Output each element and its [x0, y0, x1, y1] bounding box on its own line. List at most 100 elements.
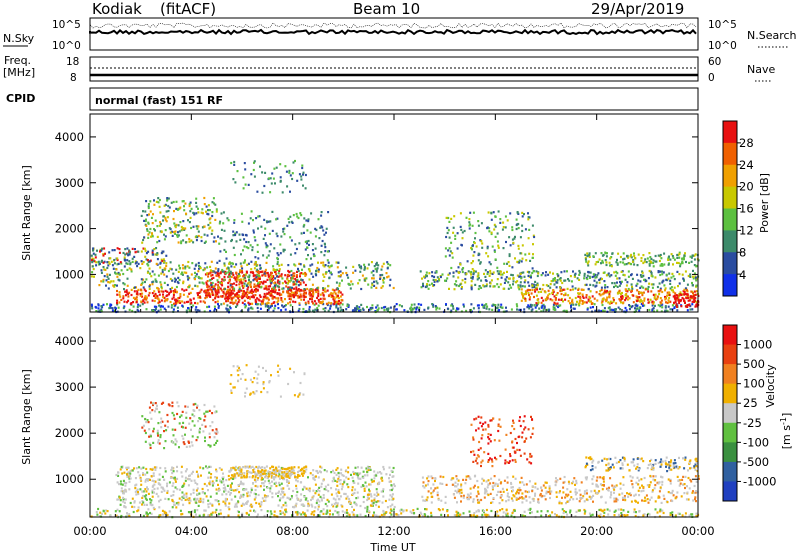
range-cell	[327, 259, 329, 261]
range-cell	[592, 295, 594, 297]
range-cell	[679, 282, 681, 284]
range-cell	[458, 266, 460, 268]
range-cell	[543, 309, 545, 311]
range-cell	[113, 268, 115, 270]
range-cell	[287, 278, 289, 280]
range-cell	[390, 307, 392, 309]
range-cell	[256, 279, 258, 281]
colorbar-swatch	[723, 230, 737, 252]
range-cell	[362, 477, 364, 479]
range-cell	[627, 255, 629, 257]
range-cell	[197, 270, 199, 272]
range-cell	[532, 243, 534, 245]
range-cell	[612, 252, 614, 254]
range-cell	[541, 297, 543, 299]
range-cell	[270, 177, 272, 179]
range-cell	[224, 502, 226, 504]
range-cell	[348, 478, 350, 480]
range-cell	[383, 511, 385, 513]
range-cell	[318, 476, 320, 478]
range-cell	[576, 511, 578, 513]
range-cell	[160, 290, 162, 292]
range-cell	[296, 514, 298, 516]
range-cell	[556, 294, 558, 296]
range-cell	[450, 250, 452, 252]
range-cell	[129, 309, 131, 311]
range-cell	[298, 242, 300, 244]
range-cell	[137, 306, 139, 308]
range-cell	[366, 474, 368, 476]
range-cell	[158, 275, 160, 277]
range-cell	[616, 259, 618, 261]
range-cell	[223, 211, 225, 213]
range-cell	[668, 297, 670, 299]
range-cell	[239, 275, 241, 277]
range-cell	[217, 296, 219, 298]
range-cell	[108, 251, 110, 253]
range-cell	[348, 498, 350, 500]
range-cell	[120, 499, 122, 501]
range-cell	[179, 267, 181, 269]
range-cell	[170, 469, 172, 471]
range-cell	[477, 275, 479, 277]
range-cell	[375, 515, 377, 517]
range-cell	[202, 501, 204, 503]
range-cell	[503, 263, 505, 265]
range-cell	[142, 282, 144, 284]
range-cell	[373, 499, 375, 501]
range-cell	[472, 244, 474, 246]
range-cell	[450, 218, 452, 220]
range-cell	[680, 305, 682, 307]
range-cell	[242, 503, 244, 505]
range-cell	[330, 487, 332, 489]
range-cell	[302, 185, 304, 187]
range-cell	[363, 269, 365, 271]
range-cell	[360, 505, 362, 507]
range-cell	[277, 495, 279, 497]
range-cell	[214, 308, 216, 310]
range-cell	[454, 514, 456, 516]
range-cell	[272, 265, 274, 267]
range-cell	[172, 506, 174, 508]
range-cell	[121, 466, 123, 468]
range-cell	[218, 276, 220, 278]
range-cell	[176, 466, 178, 468]
range-cell	[642, 287, 644, 289]
range-cell	[336, 492, 338, 494]
range-cell	[373, 277, 375, 279]
range-cell	[617, 264, 619, 266]
range-cell	[491, 309, 493, 311]
range-cell	[287, 302, 289, 304]
range-cell	[621, 295, 623, 297]
range-cell	[181, 491, 183, 493]
range-cell	[128, 488, 130, 490]
range-cell	[221, 278, 223, 280]
range-cell	[105, 285, 107, 287]
range-cell	[645, 288, 647, 290]
range-cell	[242, 293, 244, 295]
range-cell	[184, 227, 186, 229]
range-cell	[550, 298, 552, 300]
range-cell	[632, 305, 634, 307]
range-cell	[137, 489, 139, 491]
range-cell	[159, 514, 161, 516]
range-cell	[197, 476, 199, 478]
range-cell	[96, 250, 98, 252]
range-cell	[389, 467, 391, 469]
range-cell	[140, 289, 142, 291]
range-cell	[599, 258, 601, 260]
range-cell	[291, 277, 293, 279]
range-cell	[457, 247, 459, 249]
range-cell	[528, 253, 530, 255]
range-cell	[521, 292, 523, 294]
range-cell	[98, 261, 100, 263]
range-cell	[228, 502, 230, 504]
range-cell	[310, 472, 312, 474]
range-cell	[144, 504, 146, 506]
range-cell	[477, 220, 479, 222]
range-cell	[626, 284, 628, 286]
range-cell	[331, 265, 333, 267]
range-cell	[183, 485, 185, 487]
range-cell	[207, 467, 209, 469]
range-cell	[377, 264, 379, 266]
